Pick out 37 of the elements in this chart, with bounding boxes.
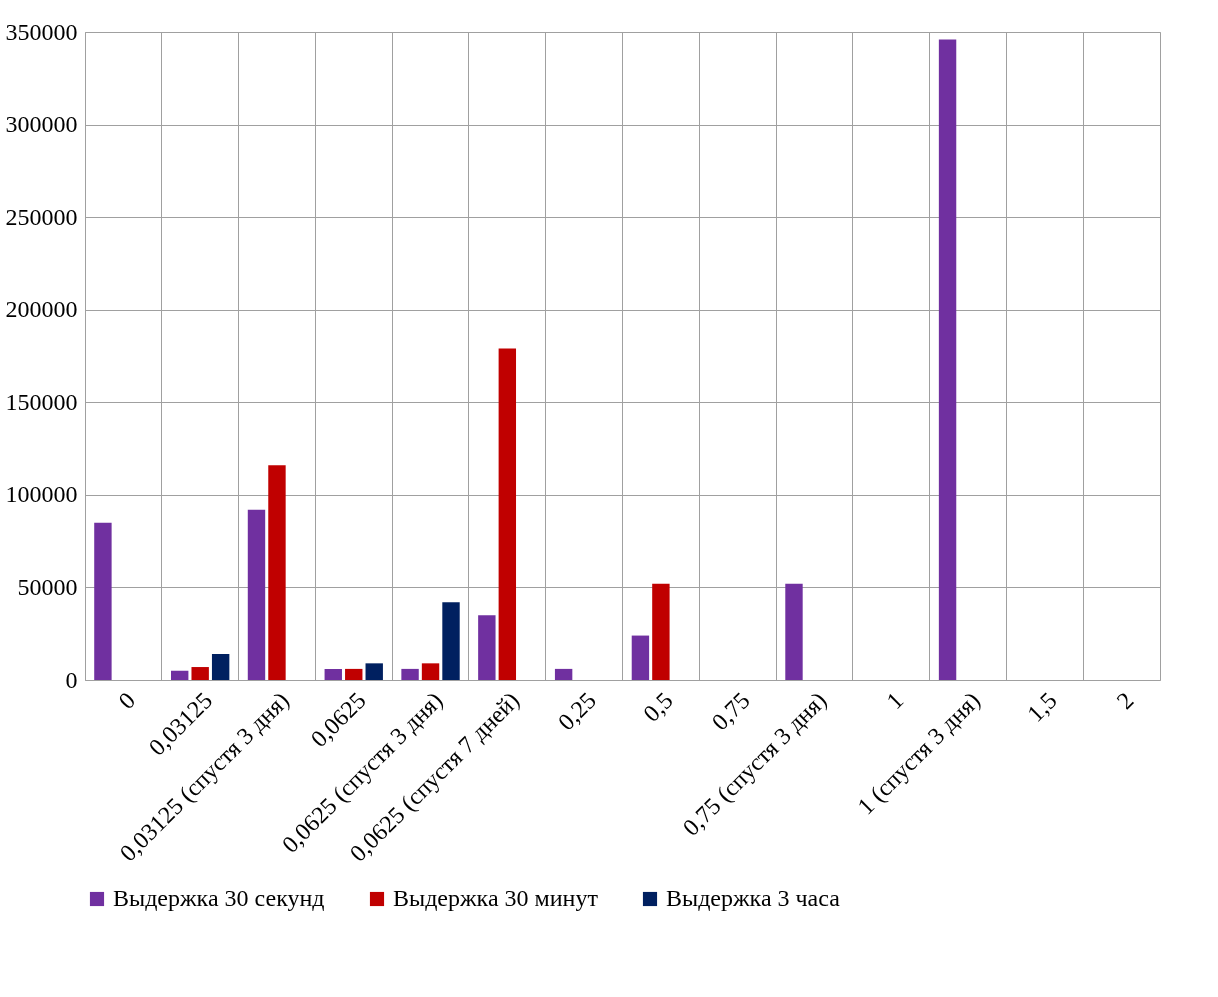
bar — [268, 465, 286, 680]
y-tick-label: 150000 — [5, 388, 78, 415]
y-tick-label: 200000 — [5, 296, 78, 323]
x-tick-label: 0,25 — [552, 687, 602, 736]
bar — [478, 615, 496, 680]
x-tick-label: 1,5 — [1022, 687, 1062, 727]
bar — [631, 635, 650, 680]
bar — [94, 522, 112, 680]
bar — [785, 583, 803, 680]
y-tick-label: 50000 — [17, 573, 78, 600]
bar — [345, 668, 363, 680]
bar — [938, 39, 957, 680]
legend-label: Выдержка 30 минут — [393, 885, 599, 911]
y-tick-label: 250000 — [5, 203, 78, 230]
bar — [401, 668, 419, 680]
x-tick-label: 1 — [881, 687, 909, 714]
bar — [498, 348, 517, 680]
x-tick-label: 0 — [113, 687, 141, 714]
bar — [421, 663, 440, 680]
bar — [442, 602, 460, 680]
bar — [171, 670, 189, 680]
x-tick-label: 0,75 — [706, 687, 755, 736]
bar — [247, 509, 266, 680]
y-tick-label: 100000 — [5, 481, 78, 508]
x-tick-label: 2 — [1111, 687, 1139, 714]
legend-label: Выдержка 30 секунд — [113, 885, 325, 911]
legend-label: Выдержка 3 часа — [666, 885, 841, 911]
bar — [191, 667, 209, 680]
bar — [324, 668, 342, 680]
x-tick-label: 0,5 — [638, 687, 678, 727]
bar — [652, 583, 670, 680]
y-tick-label: 0 — [65, 666, 78, 693]
bar — [554, 668, 573, 680]
bar — [365, 663, 383, 680]
bar — [211, 654, 230, 680]
y-tick-label: 300000 — [5, 111, 78, 138]
y-tick-label: 350000 — [5, 18, 78, 45]
